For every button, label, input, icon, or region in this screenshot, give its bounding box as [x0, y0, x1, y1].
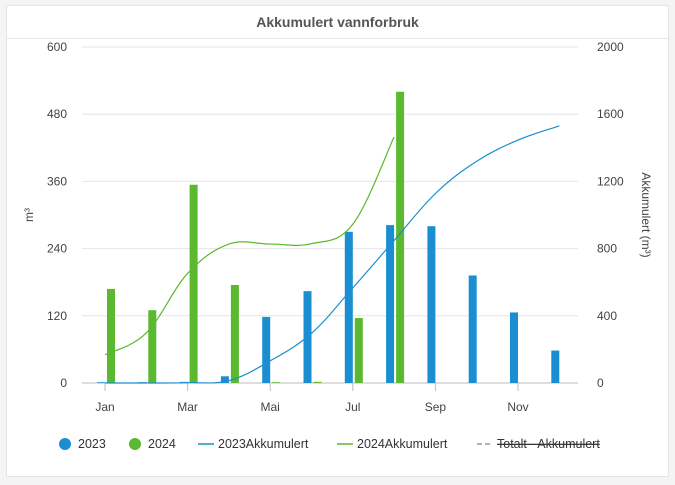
legend-label: 2024 [148, 437, 176, 451]
x-tick-label: Sep [425, 400, 447, 414]
bar-2023[interactable] [510, 312, 518, 383]
bar-2023[interactable] [262, 316, 271, 383]
legend-label: 2023 [78, 437, 106, 451]
bar-2024[interactable] [148, 310, 157, 383]
legend-marker [129, 438, 141, 450]
bar-2024[interactable] [189, 184, 198, 383]
legend-item-Totalt---Akkumulert[interactable]: Totalt - Akkumulert [477, 437, 600, 451]
y2-tick-label: 0 [597, 376, 604, 390]
bar-2024[interactable] [396, 91, 405, 384]
legend-item-2023[interactable]: 2023 [59, 437, 106, 451]
bar-2023[interactable] [551, 350, 560, 383]
y2-tick-label: 1200 [597, 174, 624, 188]
legend-label: 2023Akkumulert [218, 437, 309, 451]
y2-tick-label: 800 [597, 242, 617, 256]
x-tick-label: Mar [177, 400, 198, 414]
x-tick-label: Mai [261, 400, 280, 414]
bar-2023[interactable] [344, 231, 353, 383]
legend[interactable]: 2023 2024 2023Akkumulert 2024Akkumulert Tota… [59, 437, 600, 451]
bar-2024[interactable] [230, 285, 239, 383]
y2-tick-label: 400 [597, 309, 617, 323]
bar-2024[interactable] [354, 318, 363, 383]
legend-item-2024Akkumulert[interactable]: 2024Akkumulert [337, 437, 448, 451]
x-tick-label: Jan [95, 400, 114, 414]
legend-label: 2024Akkumulert [357, 437, 448, 451]
legend-item-2023Akkumulert[interactable]: 2023Akkumulert [198, 437, 309, 451]
legend-marker [59, 438, 71, 450]
y2-tick-label: 1600 [597, 107, 624, 121]
bar-2023[interactable] [427, 226, 436, 383]
bar-2023[interactable] [220, 376, 229, 383]
legend-label: Totalt - Akkumulert [497, 437, 600, 451]
line-2023Akkumulert[interactable] [104, 125, 560, 384]
x-tick-label: Jul [345, 400, 360, 414]
right-axis-ticks: 0 400 800 1200 1600 2000 [597, 40, 624, 390]
y2-axis-title: Akkumulert (m³) [639, 172, 653, 257]
y2-tick-label: 2000 [597, 40, 624, 54]
gridlines [82, 46, 578, 384]
bar-2024[interactable] [272, 382, 281, 383]
x-axis-ticks: Jan Mar Mai Jul Sep Nov [95, 383, 529, 414]
x-tick-label: Nov [507, 400, 528, 414]
bars [97, 91, 560, 384]
y-tick-label: 240 [47, 242, 67, 256]
y-axis-title: m³ [22, 208, 36, 222]
line-2024Akkumulert[interactable] [104, 136, 395, 356]
y-tick-label: 360 [47, 174, 67, 188]
y-tick-label: 480 [47, 107, 67, 121]
chart-title: Akkumulert vannforbruk [256, 14, 419, 30]
bar-2023[interactable] [97, 382, 105, 383]
card-header: Akkumulert vannforbruk [7, 6, 668, 39]
y-tick-label: 600 [47, 40, 67, 54]
bar-2024[interactable] [313, 381, 322, 383]
legend-item-2024[interactable]: 2024 [129, 437, 176, 451]
series-lines [104, 125, 560, 384]
bar-2024[interactable] [107, 288, 115, 383]
left-axis-ticks: 0 120 240 360 480 600 [47, 40, 67, 390]
bar-2023[interactable] [386, 225, 395, 383]
bar-2023[interactable] [468, 275, 477, 383]
y-tick-label: 120 [47, 309, 67, 323]
y-tick-label: 0 [60, 376, 67, 390]
chart-card: Akkumulert vannforbruk [6, 5, 669, 477]
